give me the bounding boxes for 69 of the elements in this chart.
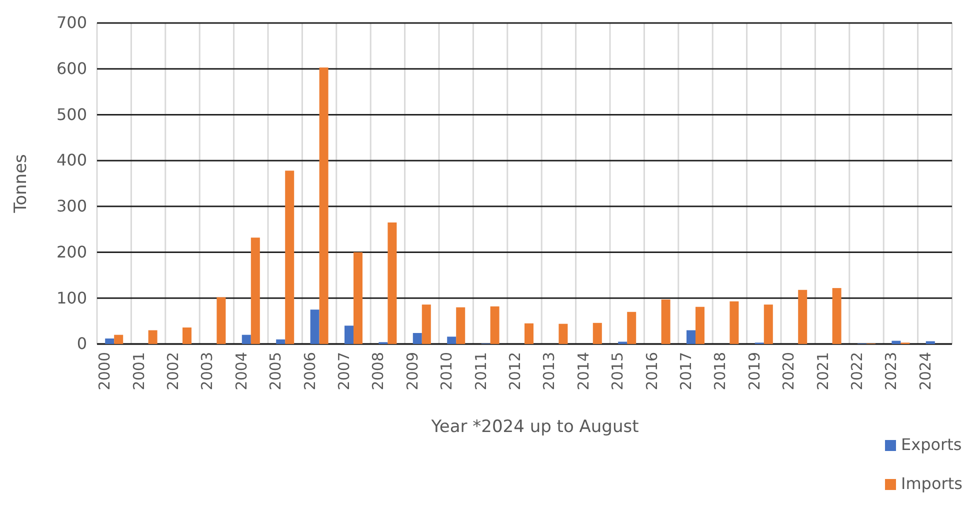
legend-label: Exports (901, 435, 962, 454)
bar (114, 334, 124, 344)
bar (592, 322, 602, 344)
x-tick-label: 2006 (300, 352, 319, 390)
bar (344, 326, 354, 344)
bar (354, 252, 362, 344)
y-tick-label: 500 (56, 104, 87, 124)
bar (696, 306, 704, 344)
bar (558, 324, 568, 344)
x-tick-label: 2014 (574, 352, 592, 390)
x-tick-label: 2024 (916, 352, 934, 390)
bar (490, 306, 500, 344)
x-tick-label: 2010 (438, 352, 456, 390)
bar (798, 290, 808, 344)
legend-label: Imports (901, 474, 962, 493)
bar (276, 339, 286, 344)
bar (892, 340, 901, 344)
bar (310, 310, 320, 344)
bar (524, 323, 534, 344)
bar (926, 341, 935, 344)
bar (661, 300, 670, 344)
bar (250, 238, 260, 344)
bar (832, 288, 842, 344)
y-tick-label: 400 (56, 150, 87, 170)
bar (686, 330, 696, 344)
bar (730, 301, 739, 344)
y-tick-label: 300 (56, 196, 87, 216)
x-tick-label: 2012 (506, 352, 524, 390)
x-tick-label: 2016 (642, 352, 661, 390)
x-tick-label: 2001 (130, 352, 148, 390)
x-tick-label: 2023 (882, 352, 900, 390)
x-tick-label: 2021 (814, 352, 832, 390)
y-tick-label: 0 (76, 334, 87, 354)
x-axis-title: Year *2024 up to August (430, 417, 640, 437)
bar (388, 222, 397, 344)
bar (412, 332, 422, 344)
bar (148, 330, 158, 344)
x-tick-label: 2004 (232, 352, 250, 390)
x-tick-label: 2000 (96, 352, 114, 390)
x-tick-label: 2018 (711, 352, 730, 390)
bar (447, 336, 456, 344)
bar (182, 327, 192, 344)
x-tick-label: 2019 (745, 352, 764, 390)
bar (422, 304, 431, 344)
x-tick-label: 2005 (266, 352, 285, 390)
x-tick-label: 2002 (164, 352, 182, 390)
y-tick-label: 700 (56, 13, 87, 32)
y-axis-title: Tonnes (11, 154, 31, 214)
x-tick-label: 2017 (677, 352, 695, 390)
x-tick-label: 2022 (848, 352, 866, 390)
y-tick-label: 100 (56, 288, 87, 308)
x-tick-label: 2003 (198, 352, 216, 390)
y-tick-label: 200 (56, 242, 87, 262)
bar (285, 170, 294, 344)
bar (456, 307, 466, 344)
bar (242, 334, 251, 344)
x-tick-label: 2007 (335, 352, 353, 390)
bar (319, 67, 328, 344)
x-tick-label: 2011 (472, 352, 490, 390)
x-tick-label: 2020 (780, 352, 798, 390)
x-tick-label: 2009 (403, 352, 422, 390)
bar (764, 304, 773, 344)
bar (216, 297, 226, 344)
x-tick-label: 2008 (369, 352, 388, 390)
y-tick-label: 600 (56, 58, 87, 78)
bar (105, 338, 114, 344)
bar (627, 312, 636, 344)
x-tick-label: 2015 (608, 352, 627, 390)
x-tick-label: 2013 (540, 352, 558, 390)
